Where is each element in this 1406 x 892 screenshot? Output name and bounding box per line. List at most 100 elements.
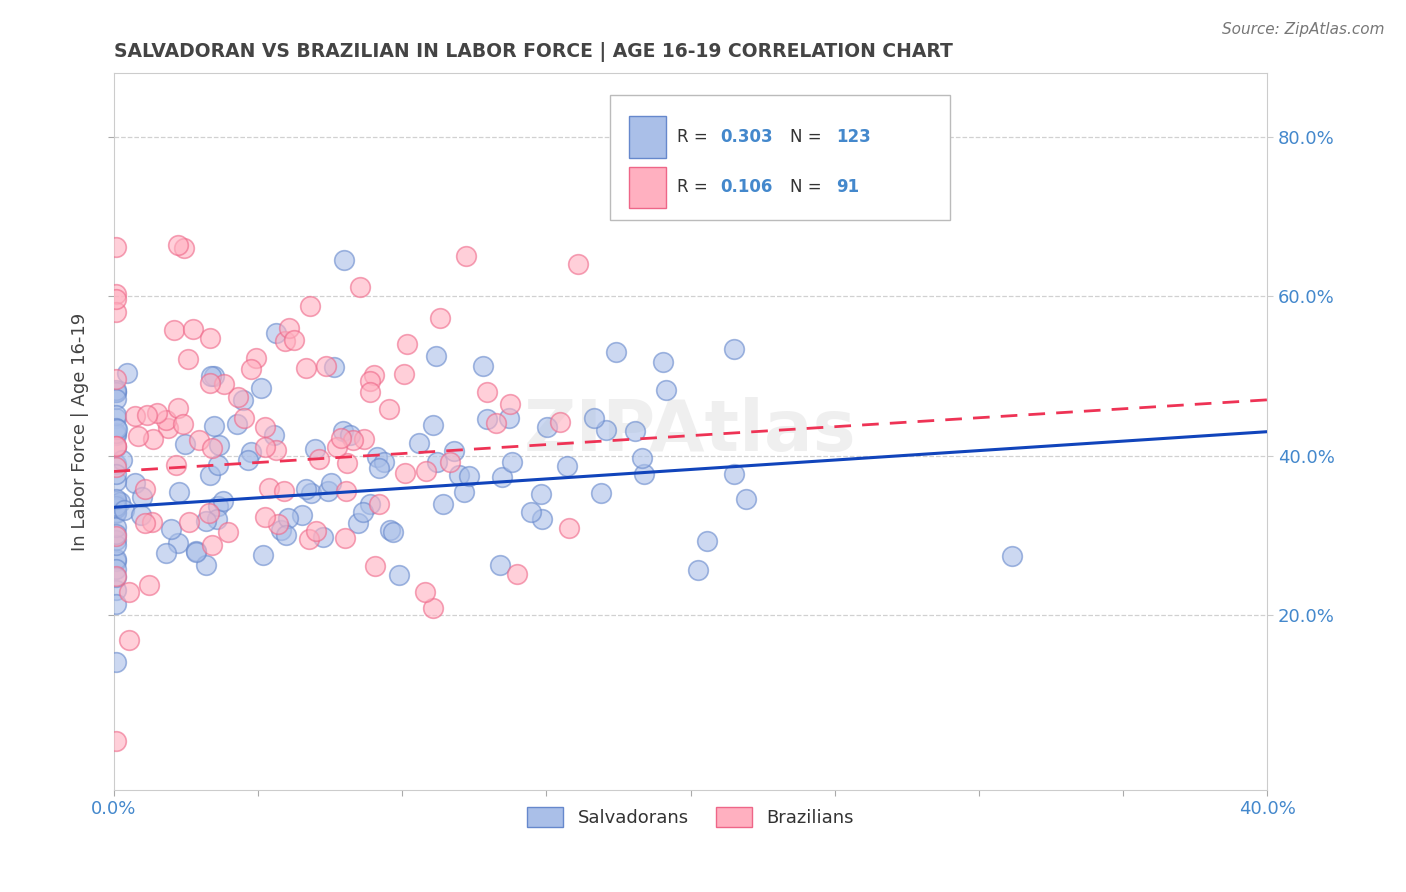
Point <box>273 484 295 499</box>
Point <box>105 552 128 566</box>
Point <box>422 418 444 433</box>
Point <box>129 508 152 522</box>
Point <box>304 524 326 539</box>
Point <box>373 455 395 469</box>
Point <box>299 486 322 500</box>
Point <box>142 432 165 446</box>
Point <box>270 524 292 538</box>
Point <box>163 323 186 337</box>
Point <box>201 442 224 456</box>
Point <box>136 408 159 422</box>
Point <box>105 554 128 568</box>
Point <box>633 467 655 481</box>
Point <box>105 372 128 386</box>
Point <box>367 497 389 511</box>
Point <box>200 468 222 483</box>
Point <box>457 468 479 483</box>
Text: 0.303: 0.303 <box>720 128 773 146</box>
Point <box>315 359 337 373</box>
Point <box>366 450 388 464</box>
Point <box>378 402 401 417</box>
Point <box>367 461 389 475</box>
Point <box>156 420 179 434</box>
Point <box>167 485 190 500</box>
Point <box>339 427 361 442</box>
Point <box>408 436 430 450</box>
Point <box>186 544 208 558</box>
Text: R =: R = <box>676 128 713 146</box>
Point <box>202 369 225 384</box>
Point <box>323 360 346 375</box>
Point <box>471 359 494 373</box>
Point <box>723 467 745 482</box>
Point <box>173 241 195 255</box>
Point <box>105 655 128 669</box>
Point <box>105 421 128 435</box>
Point <box>105 494 128 508</box>
Point <box>652 355 675 369</box>
Point <box>239 445 262 459</box>
Point <box>105 422 128 436</box>
Point <box>217 525 239 540</box>
Point <box>201 538 224 552</box>
Point <box>134 482 156 496</box>
Point <box>349 280 371 294</box>
Point <box>105 734 128 748</box>
Point <box>394 466 416 480</box>
Point <box>336 456 359 470</box>
Point <box>105 467 128 482</box>
Point <box>105 439 128 453</box>
Point <box>388 568 411 582</box>
Point <box>105 240 128 254</box>
Point <box>425 349 447 363</box>
Point <box>160 522 183 536</box>
Point <box>352 505 374 519</box>
Point <box>273 334 295 348</box>
Point <box>335 483 357 498</box>
Point <box>187 433 209 447</box>
Point <box>195 558 218 572</box>
Point <box>605 344 627 359</box>
Point <box>105 519 128 533</box>
Point <box>105 507 128 521</box>
Point <box>295 483 318 497</box>
Point <box>205 511 228 525</box>
Point <box>131 490 153 504</box>
Point <box>332 424 354 438</box>
Point <box>167 401 190 416</box>
Point <box>266 326 288 340</box>
Point <box>363 558 385 573</box>
Point <box>353 432 375 446</box>
Text: SALVADORAN VS BRAZILIAN IN LABOR FORCE | AGE 16-19 CORRELATION CHART: SALVADORAN VS BRAZILIAN IN LABOR FORCE |… <box>114 42 952 62</box>
Point <box>108 495 131 509</box>
Point <box>589 485 612 500</box>
Point <box>195 514 218 528</box>
Point <box>278 321 301 335</box>
Point <box>225 417 247 431</box>
Point <box>105 475 128 489</box>
Text: N =: N = <box>790 178 827 196</box>
Point <box>105 570 128 584</box>
Text: 123: 123 <box>837 128 870 146</box>
Point <box>325 440 347 454</box>
Point <box>422 601 444 615</box>
Point <box>179 515 201 529</box>
Point <box>655 383 678 397</box>
Point <box>207 438 229 452</box>
Point <box>688 563 710 577</box>
Point <box>392 368 415 382</box>
Point <box>155 413 177 427</box>
Point <box>595 424 617 438</box>
Point <box>105 569 128 583</box>
Point <box>429 310 451 325</box>
Point <box>233 410 256 425</box>
Point <box>115 366 138 380</box>
Point <box>264 442 287 457</box>
Point <box>118 584 141 599</box>
Point <box>186 543 208 558</box>
Point <box>226 390 249 404</box>
Point <box>283 333 305 347</box>
Point <box>359 385 381 400</box>
Point <box>498 411 520 425</box>
Point <box>530 487 553 501</box>
